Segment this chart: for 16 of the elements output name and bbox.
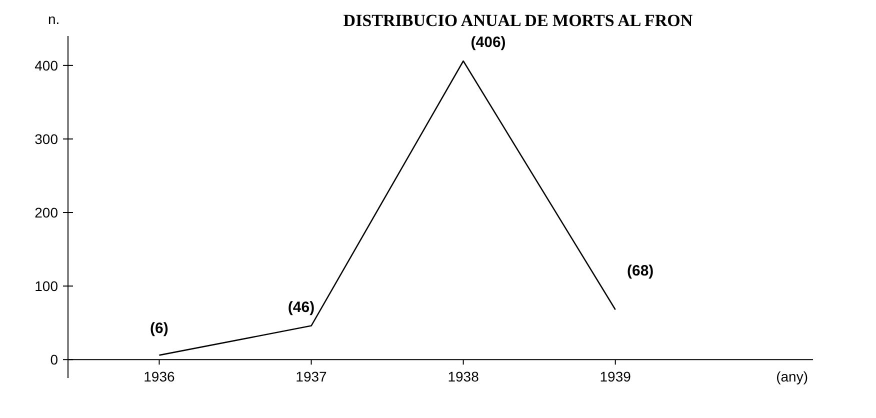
x-tick-label: 1939	[600, 368, 632, 385]
x-tick-label: 1938	[448, 368, 480, 385]
data-label: (68)	[627, 262, 654, 280]
data-label: (46)	[288, 298, 315, 316]
y-tick-label: 200	[34, 204, 58, 220]
y-tick-label: 400	[34, 57, 58, 74]
y-tick-label: 100	[34, 278, 58, 294]
chart-title: DISTRIBUCIO ANUAL DE MORTS AL FRON	[343, 11, 694, 30]
data-label: (6)	[150, 320, 168, 338]
y-axis-title: n.	[48, 11, 60, 27]
x-axis-title: (any)	[776, 368, 808, 385]
data-label: (406)	[470, 34, 506, 52]
x-tick-label: 1937	[296, 368, 328, 385]
y-tick-label: 300	[34, 130, 58, 147]
y-tick-label: 0	[50, 352, 58, 368]
x-tick-label: 1936	[144, 368, 176, 385]
